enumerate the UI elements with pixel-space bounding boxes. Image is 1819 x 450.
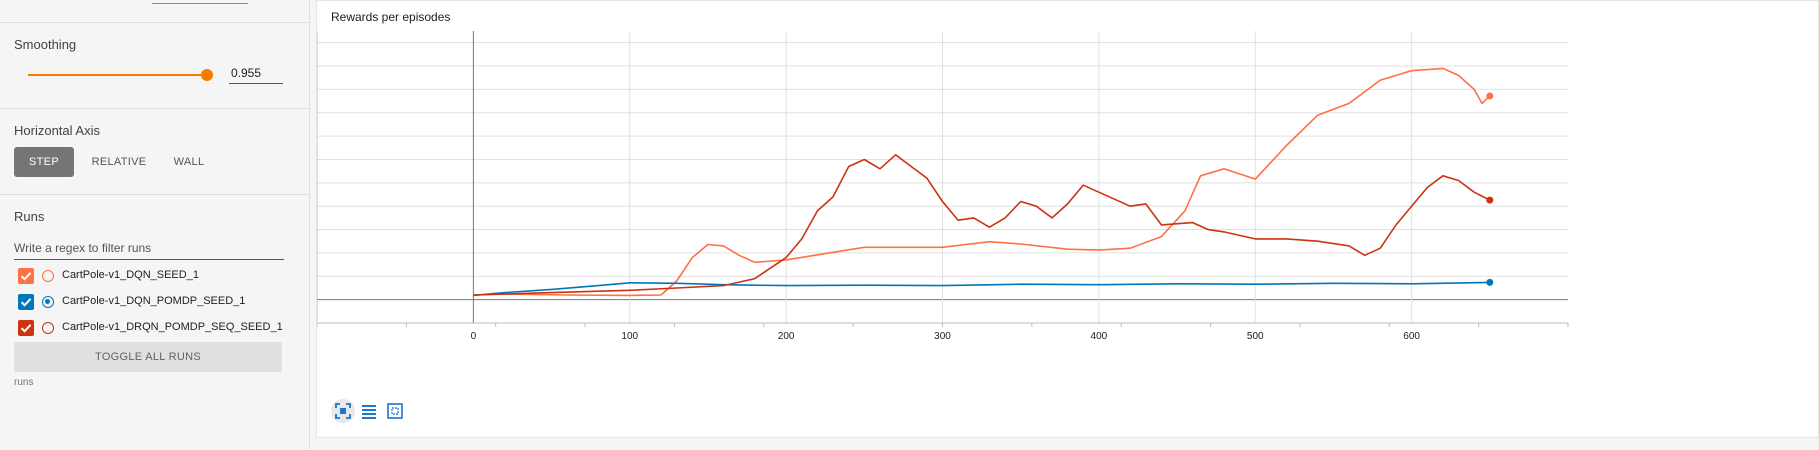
run-checkbox-dqn-pomdp[interactable] bbox=[18, 294, 34, 310]
select-area-icon bbox=[387, 403, 403, 419]
run-label-drqn-pomdp-seq: CartPole-v1_DRQN_POMDP_SEQ_SEED_1 bbox=[62, 321, 283, 333]
check-icon bbox=[20, 272, 32, 281]
runs-footer: runs bbox=[14, 377, 34, 388]
check-icon bbox=[20, 324, 32, 333]
series-end-marker-2 bbox=[1486, 196, 1494, 204]
series-line-2 bbox=[473, 154, 1491, 296]
runs-filter-input[interactable] bbox=[14, 237, 284, 260]
radio-selected-dot bbox=[45, 299, 50, 304]
horizontal-axis-title: Horizontal Axis bbox=[14, 123, 100, 138]
toggle-all-runs-button[interactable]: TOGGLE ALL RUNS bbox=[14, 342, 282, 372]
run-radio-dqn[interactable] bbox=[42, 270, 54, 282]
x-tick-label: 600 bbox=[1403, 331, 1420, 342]
toggle-log-icon bbox=[362, 405, 376, 419]
series-end-marker-1 bbox=[1486, 278, 1494, 286]
run-label-dqn-pomdp: CartPole-v1_DQN_POMDP_SEED_1 bbox=[62, 295, 246, 307]
check-icon bbox=[20, 298, 32, 307]
smoothing-value-input[interactable] bbox=[229, 64, 283, 84]
runs-section: Runs bbox=[0, 194, 310, 450]
run-checkbox-dqn[interactable] bbox=[18, 268, 34, 284]
toggle-log-scale-button[interactable] bbox=[357, 399, 381, 423]
axis-wall-button[interactable]: WALL bbox=[173, 156, 205, 168]
chart-title: Rewards per episodes bbox=[331, 10, 451, 24]
axis-relative-button[interactable]: RELATIVE bbox=[91, 156, 147, 168]
top-input-fragment[interactable] bbox=[152, 0, 248, 4]
x-tick-label: 100 bbox=[621, 331, 638, 342]
fit-domain-button[interactable] bbox=[331, 399, 355, 423]
axis-step-button[interactable]: STEP bbox=[14, 147, 74, 177]
fit-domain-icon bbox=[335, 403, 351, 419]
run-radio-drqn-pomdp-seq[interactable] bbox=[42, 322, 54, 334]
run-label-dqn: CartPole-v1_DQN_SEED_1 bbox=[62, 269, 199, 281]
smoothing-title: Smoothing bbox=[14, 37, 77, 52]
x-tick-label: 0 bbox=[471, 331, 477, 342]
sidebar: Smoothing Horizontal Axis STEP RELATIVE … bbox=[0, 0, 310, 449]
horizontal-axis-section: Horizontal Axis bbox=[0, 108, 310, 195]
smoothing-section: Smoothing bbox=[0, 22, 310, 95]
x-tick-label: 300 bbox=[934, 331, 951, 342]
select-area-button[interactable] bbox=[383, 399, 407, 423]
series-end-marker-0 bbox=[1486, 92, 1494, 100]
x-tick-label: 500 bbox=[1247, 331, 1264, 342]
run-checkbox-drqn-pomdp-seq[interactable] bbox=[18, 320, 34, 336]
smoothing-slider-thumb[interactable] bbox=[201, 69, 213, 81]
plot-area: 0501001502002503003504004505005500100200… bbox=[317, 31, 1569, 342]
series-line-0 bbox=[473, 67, 1491, 297]
runs-title: Runs bbox=[14, 209, 45, 224]
run-radio-dqn-pomdp[interactable] bbox=[42, 296, 54, 308]
smoothing-slider-track[interactable] bbox=[28, 74, 208, 76]
x-tick-label: 400 bbox=[1091, 331, 1108, 342]
series-line-1 bbox=[473, 281, 1490, 297]
line-chart[interactable]: 0501001502002503003504004505005500100200… bbox=[317, 1, 1819, 439]
chart-card: Rewards per episodes 0501001502002503003… bbox=[316, 0, 1819, 438]
x-tick-label: 200 bbox=[778, 331, 795, 342]
